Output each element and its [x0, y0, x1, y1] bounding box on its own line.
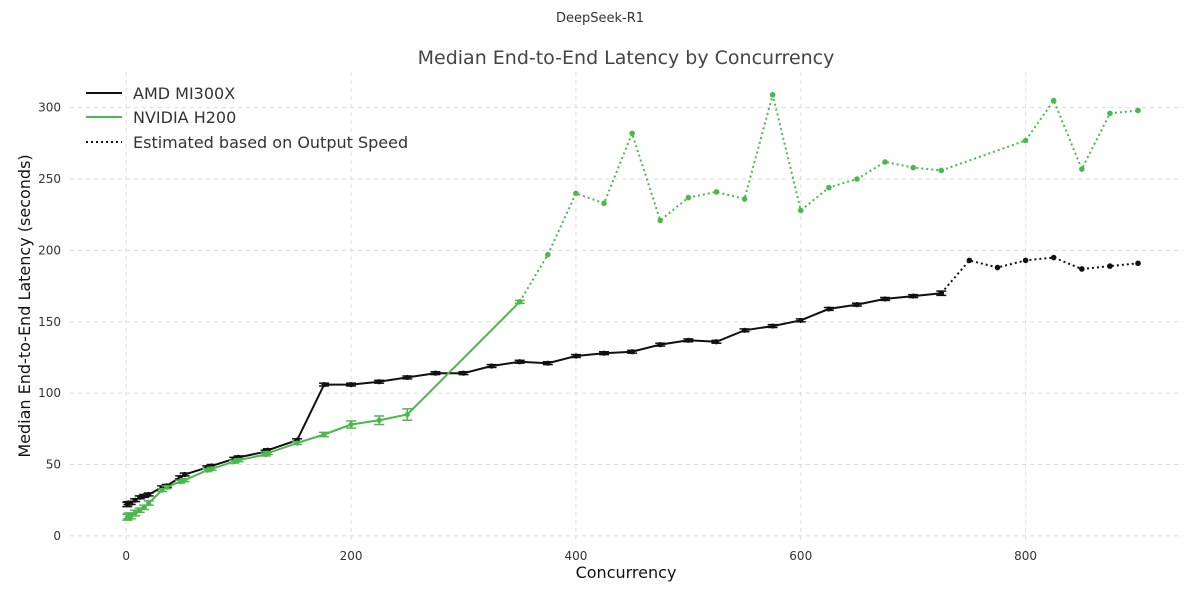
nvidia-measured-point: [141, 504, 147, 510]
nvidia-measured-point: [517, 299, 523, 305]
y-axis-label: Median End-to-End Latency (seconds): [15, 154, 34, 457]
plot-series: [122, 92, 1141, 521]
amd-measured-point: [713, 339, 720, 345]
nvidia-estimated-point: [713, 189, 720, 195]
nvidia-measured-point: [265, 450, 271, 456]
y-tick-label: 50: [46, 458, 61, 472]
amd-measured-point: [854, 302, 860, 308]
amd-estimated-point: [1079, 266, 1085, 272]
nvidia-estimated-point: [685, 194, 692, 201]
amd-measured-point: [404, 374, 410, 381]
x-axis-ticks: 0 200 400 600 800: [122, 549, 1037, 563]
nvidia-estimated-point: [629, 130, 635, 137]
nvidia-estimated-point: [601, 200, 607, 207]
y-tick-label: 200: [38, 243, 61, 257]
amd-measured-point: [348, 381, 354, 388]
nvidia-measured-point: [209, 466, 215, 472]
amd-estimated-point: [1135, 260, 1141, 267]
amd-measured-point: [741, 327, 748, 333]
nvidia-estimated-point: [545, 251, 551, 258]
nvidia-estimated-point: [1135, 107, 1141, 114]
nvidia-estimated-line: [518, 94, 1139, 303]
nvidia-measured-point: [164, 484, 170, 490]
amd-estimated-line: [940, 256, 1139, 294]
nvidia-measured-point: [294, 440, 300, 446]
x-tick-label: 800: [1014, 549, 1037, 563]
x-tick-label: 600: [789, 549, 812, 563]
nvidia-estimated-point: [1107, 110, 1113, 117]
nvidia-measured-point: [182, 477, 188, 483]
amd-measured-point: [545, 360, 551, 366]
amd-estimated-point: [966, 257, 973, 264]
nvidia-estimated-point: [1079, 166, 1085, 172]
nvidia-measured-point: [321, 431, 327, 438]
amd-estimated-point: [1107, 263, 1113, 269]
series-amd: [122, 254, 1141, 508]
amd-measured-point: [182, 471, 188, 478]
nvidia-estimated-point: [797, 207, 804, 214]
x-tick-label: 0: [122, 549, 130, 563]
chart-legend: AMD MI300X NVIDIA H200 Estimated based o…: [86, 84, 408, 152]
amd-measured-point: [770, 323, 776, 329]
nvidia-estimated-point: [657, 217, 664, 224]
y-tick-label: 100: [38, 386, 61, 400]
nvidia-estimated-point: [573, 190, 579, 197]
nvidia-estimated-point: [854, 176, 860, 182]
nvidia-estimated-point: [882, 159, 888, 165]
nvidia-measured-point: [376, 417, 382, 423]
amd-measured-point: [826, 306, 832, 312]
amd-estimated-point: [994, 264, 1001, 271]
y-tick-label: 150: [38, 315, 61, 329]
amd-measured-point: [798, 317, 804, 323]
y-axis-ticks: 0 50 100 150 200 250 300: [38, 101, 61, 543]
amd-estimated-point: [1050, 254, 1057, 261]
grid-lines: [70, 72, 1183, 543]
chart-suptitle: DeepSeek-R1: [556, 11, 644, 26]
nvidia-estimated-point: [1022, 137, 1029, 144]
amd-measured-point: [910, 293, 916, 299]
legend-label-amd: AMD MI300X: [133, 84, 235, 103]
amd-measured-point: [629, 349, 635, 355]
amd-measured-point: [685, 337, 691, 343]
y-tick-label: 300: [38, 101, 61, 115]
amd-measured-point: [376, 379, 382, 385]
amd-measured-point: [938, 290, 944, 296]
nvidia-estimated-point: [741, 196, 748, 202]
nvidia-measured-line: [126, 301, 521, 518]
x-tick-label: 200: [340, 549, 363, 563]
nvidia-measured-point: [146, 500, 152, 506]
amd-measured-point: [657, 342, 663, 348]
nvidia-measured-point: [236, 457, 242, 463]
x-tick-label: 400: [564, 549, 587, 563]
nvidia-measured-point: [404, 411, 410, 418]
chart-title: Median End-to-End Latency by Concurrency: [418, 47, 835, 69]
amd-measured-point: [882, 296, 888, 302]
y-tick-label: 250: [38, 172, 61, 186]
y-tick-label: 0: [53, 529, 61, 543]
amd-estimated-point: [1022, 257, 1029, 264]
x-axis-label: Concurrency: [576, 563, 677, 582]
amd-measured-point: [601, 350, 607, 356]
nvidia-estimated-point: [826, 184, 832, 191]
amd-measured-point: [573, 353, 579, 359]
series-nvidia: [122, 92, 1141, 521]
nvidia-measured-point: [348, 421, 354, 428]
amd-measured-point: [517, 359, 523, 365]
amd-measured-point: [321, 381, 327, 388]
legend-label-estimated: Estimated based on Output Speed: [133, 133, 408, 152]
nvidia-estimated-point: [910, 164, 916, 171]
nvidia-estimated-point: [938, 167, 945, 174]
legend-label-nvidia: NVIDIA H200: [133, 108, 236, 127]
nvidia-estimated-point: [1050, 97, 1057, 104]
nvidia-estimated-point: [769, 92, 776, 98]
amd-measured-line: [126, 292, 942, 506]
amd-measured-point: [146, 491, 152, 498]
amd-measured-point: [432, 370, 438, 376]
amd-measured-point: [488, 363, 495, 369]
amd-measured-point: [460, 370, 467, 376]
